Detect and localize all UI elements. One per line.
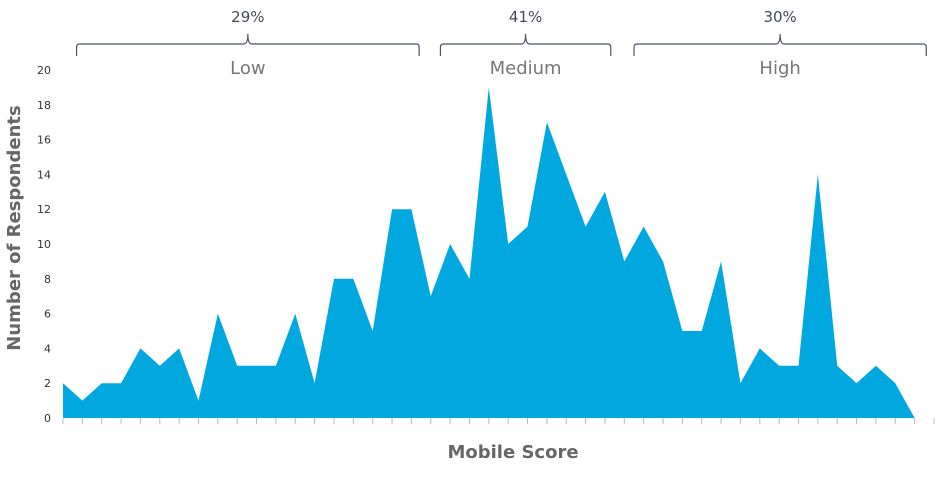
segment-label: Medium [490, 58, 562, 79]
y-tick-label: 0 [44, 412, 51, 425]
y-tick-label: 8 [44, 273, 51, 286]
segment-percent: 41% [509, 8, 542, 26]
y-tick-label: 18 [37, 99, 51, 112]
y-tick-label: 16 [37, 134, 51, 147]
y-tick-label: 2 [44, 377, 51, 390]
segment-label: High [759, 58, 800, 79]
y-tick-label: 4 [44, 342, 51, 355]
area-series [63, 87, 934, 419]
segment-bracket [75, 33, 420, 56]
x-axis-title: Mobile Score [447, 442, 578, 463]
x-axis-ticks [62, 418, 935, 424]
segment-brackets: 29% Low 41% Medium 30% High [75, 8, 927, 79]
y-tick-label: 6 [44, 308, 51, 321]
segment-percent: 30% [763, 8, 796, 26]
y-axis-ticks: 0 2 4 6 8 10 12 14 16 18 20 [37, 64, 51, 425]
y-tick-label: 14 [37, 168, 51, 181]
segment-bracket [633, 33, 927, 56]
area-layer [62, 87, 935, 419]
y-axis-title: Number of Respondents [4, 105, 25, 350]
segment-label: Low [230, 58, 265, 79]
segment-bracket [439, 33, 612, 56]
y-tick-label: 10 [37, 238, 51, 251]
segment-percent: 29% [231, 8, 264, 26]
y-tick-label: 20 [37, 64, 51, 77]
y-tick-label: 12 [37, 203, 51, 216]
